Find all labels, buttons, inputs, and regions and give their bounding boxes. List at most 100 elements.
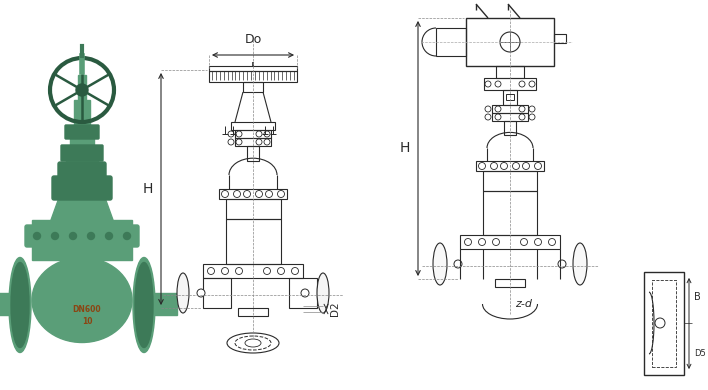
Circle shape xyxy=(495,114,501,120)
Circle shape xyxy=(256,190,263,197)
Bar xyxy=(235,138,271,146)
Circle shape xyxy=(558,260,566,268)
Circle shape xyxy=(529,81,535,87)
Circle shape xyxy=(197,289,205,297)
Bar xyxy=(219,189,287,199)
FancyBboxPatch shape xyxy=(58,162,106,182)
Ellipse shape xyxy=(177,273,189,313)
Circle shape xyxy=(529,114,535,120)
Bar xyxy=(503,90,517,105)
Circle shape xyxy=(236,139,242,145)
Circle shape xyxy=(52,232,59,239)
Text: D2: D2 xyxy=(330,302,340,316)
Circle shape xyxy=(207,268,215,275)
Text: H: H xyxy=(142,182,153,196)
Circle shape xyxy=(523,163,530,170)
Circle shape xyxy=(236,131,242,137)
Bar xyxy=(226,219,281,264)
Text: B: B xyxy=(694,292,701,302)
FancyBboxPatch shape xyxy=(61,145,103,161)
Bar xyxy=(492,105,528,113)
Bar xyxy=(289,278,317,308)
Circle shape xyxy=(549,239,556,245)
Bar xyxy=(0,293,20,315)
Bar xyxy=(74,100,90,135)
Bar xyxy=(203,264,303,278)
Circle shape xyxy=(519,81,525,87)
Circle shape xyxy=(244,190,251,197)
Text: D5: D5 xyxy=(694,349,706,358)
Circle shape xyxy=(222,268,229,275)
Circle shape xyxy=(264,139,270,145)
Ellipse shape xyxy=(32,257,132,342)
Circle shape xyxy=(292,268,299,275)
Bar xyxy=(506,94,514,100)
Circle shape xyxy=(535,239,542,245)
Circle shape xyxy=(278,268,285,275)
Text: z-d: z-d xyxy=(515,299,532,309)
Circle shape xyxy=(278,190,285,197)
Bar xyxy=(66,148,98,178)
Bar xyxy=(247,146,259,161)
Circle shape xyxy=(479,239,486,245)
Bar xyxy=(484,78,536,90)
Bar xyxy=(209,66,297,71)
Circle shape xyxy=(33,232,40,239)
Circle shape xyxy=(535,163,542,170)
Ellipse shape xyxy=(317,273,329,313)
Circle shape xyxy=(88,232,94,239)
Circle shape xyxy=(228,139,234,145)
Circle shape xyxy=(264,131,270,137)
Circle shape xyxy=(495,81,501,87)
Polygon shape xyxy=(42,195,122,245)
Circle shape xyxy=(256,139,262,145)
Text: H: H xyxy=(399,141,410,155)
Circle shape xyxy=(519,114,525,120)
Bar xyxy=(495,279,525,287)
Circle shape xyxy=(454,260,462,268)
Ellipse shape xyxy=(11,262,29,347)
Circle shape xyxy=(222,190,229,197)
Bar xyxy=(209,71,297,82)
Bar xyxy=(144,293,177,315)
Bar xyxy=(203,278,231,308)
Circle shape xyxy=(493,239,500,245)
Circle shape xyxy=(228,131,234,137)
Ellipse shape xyxy=(433,243,447,285)
Bar xyxy=(496,66,524,78)
Bar xyxy=(78,75,86,110)
Bar xyxy=(231,122,275,130)
Circle shape xyxy=(495,106,501,112)
FancyBboxPatch shape xyxy=(25,225,139,247)
Circle shape xyxy=(520,239,527,245)
Circle shape xyxy=(464,239,472,245)
FancyBboxPatch shape xyxy=(65,125,99,139)
Bar xyxy=(483,171,537,191)
Bar xyxy=(652,280,676,367)
Bar xyxy=(504,121,516,135)
Bar xyxy=(476,161,544,171)
Circle shape xyxy=(485,114,491,120)
Bar xyxy=(238,308,268,316)
Bar xyxy=(226,199,281,219)
Circle shape xyxy=(485,106,491,112)
Bar xyxy=(436,28,466,56)
Circle shape xyxy=(491,163,498,170)
Text: DN600: DN600 xyxy=(73,305,101,314)
Circle shape xyxy=(234,190,241,197)
Bar xyxy=(644,272,684,375)
Text: 10: 10 xyxy=(81,317,92,326)
Circle shape xyxy=(501,163,508,170)
Ellipse shape xyxy=(9,257,31,353)
Circle shape xyxy=(123,232,130,239)
Bar xyxy=(554,34,566,43)
Circle shape xyxy=(76,84,88,96)
Bar xyxy=(243,82,263,92)
Bar xyxy=(235,130,271,138)
Circle shape xyxy=(105,232,113,239)
Bar xyxy=(32,220,132,260)
Bar xyxy=(70,130,94,160)
Bar xyxy=(466,18,554,66)
FancyBboxPatch shape xyxy=(52,176,112,200)
Bar xyxy=(492,113,528,121)
